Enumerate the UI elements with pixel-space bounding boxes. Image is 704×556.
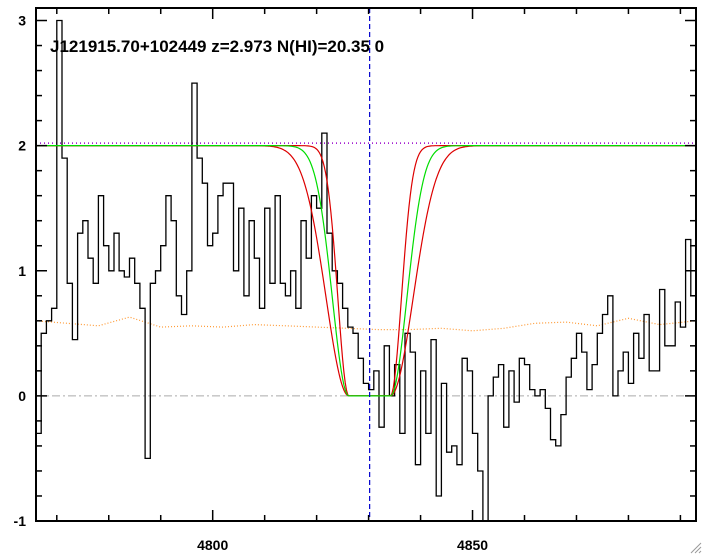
- y-tick-label: 2: [18, 138, 26, 154]
- flux-spectrum: [36, 19, 696, 521]
- y-tick-label: -1: [14, 513, 27, 529]
- plot-frame: [35, 7, 697, 522]
- y-tick-label: 3: [18, 13, 26, 29]
- model-best-fit: [36, 145, 696, 397]
- chart-title: J121915.70+102449 z=2.973 N(HI)=20.35 0: [50, 37, 384, 56]
- x-tick-label: 4850: [457, 537, 488, 553]
- x-tick-label: 4800: [197, 537, 228, 553]
- resize-grip-icon[interactable]: [688, 540, 702, 554]
- y-tick-label: 0: [18, 388, 26, 404]
- y-tick-label: 1: [18, 263, 26, 279]
